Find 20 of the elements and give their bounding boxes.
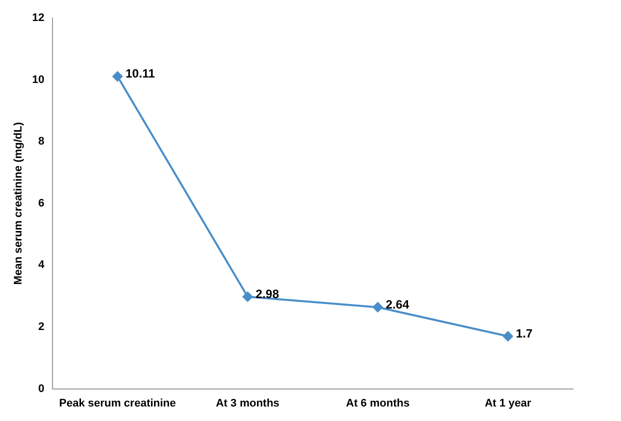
point [112, 71, 123, 82]
data-label: 2.98 [256, 287, 280, 302]
x-tick-label: At 1 year [484, 397, 532, 410]
data-label: 2.64 [386, 298, 410, 312]
point [372, 302, 383, 312]
y-tick-label: 4 [38, 259, 46, 272]
y-tick-label: 6 [38, 197, 44, 210]
x-tick-label: At 3 months [216, 397, 280, 410]
y-tick-label: 12 [32, 12, 44, 24]
y-axis-title: Mean serum creatinine (mg/dL) [12, 122, 25, 285]
data-label: 10.11 [126, 66, 156, 81]
point [242, 292, 253, 302]
data-label: 1.7 [516, 326, 533, 341]
y-tick-label: 2 [38, 321, 44, 334]
y-tick-label: 0 [38, 382, 44, 395]
point [502, 331, 513, 342]
y-tick-label: 10 [32, 74, 44, 86]
x-tick-label: At 6 months [346, 397, 410, 410]
y-tick-label: 8 [38, 136, 44, 148]
x-tick-label: Peak serum creatinine [59, 397, 176, 410]
